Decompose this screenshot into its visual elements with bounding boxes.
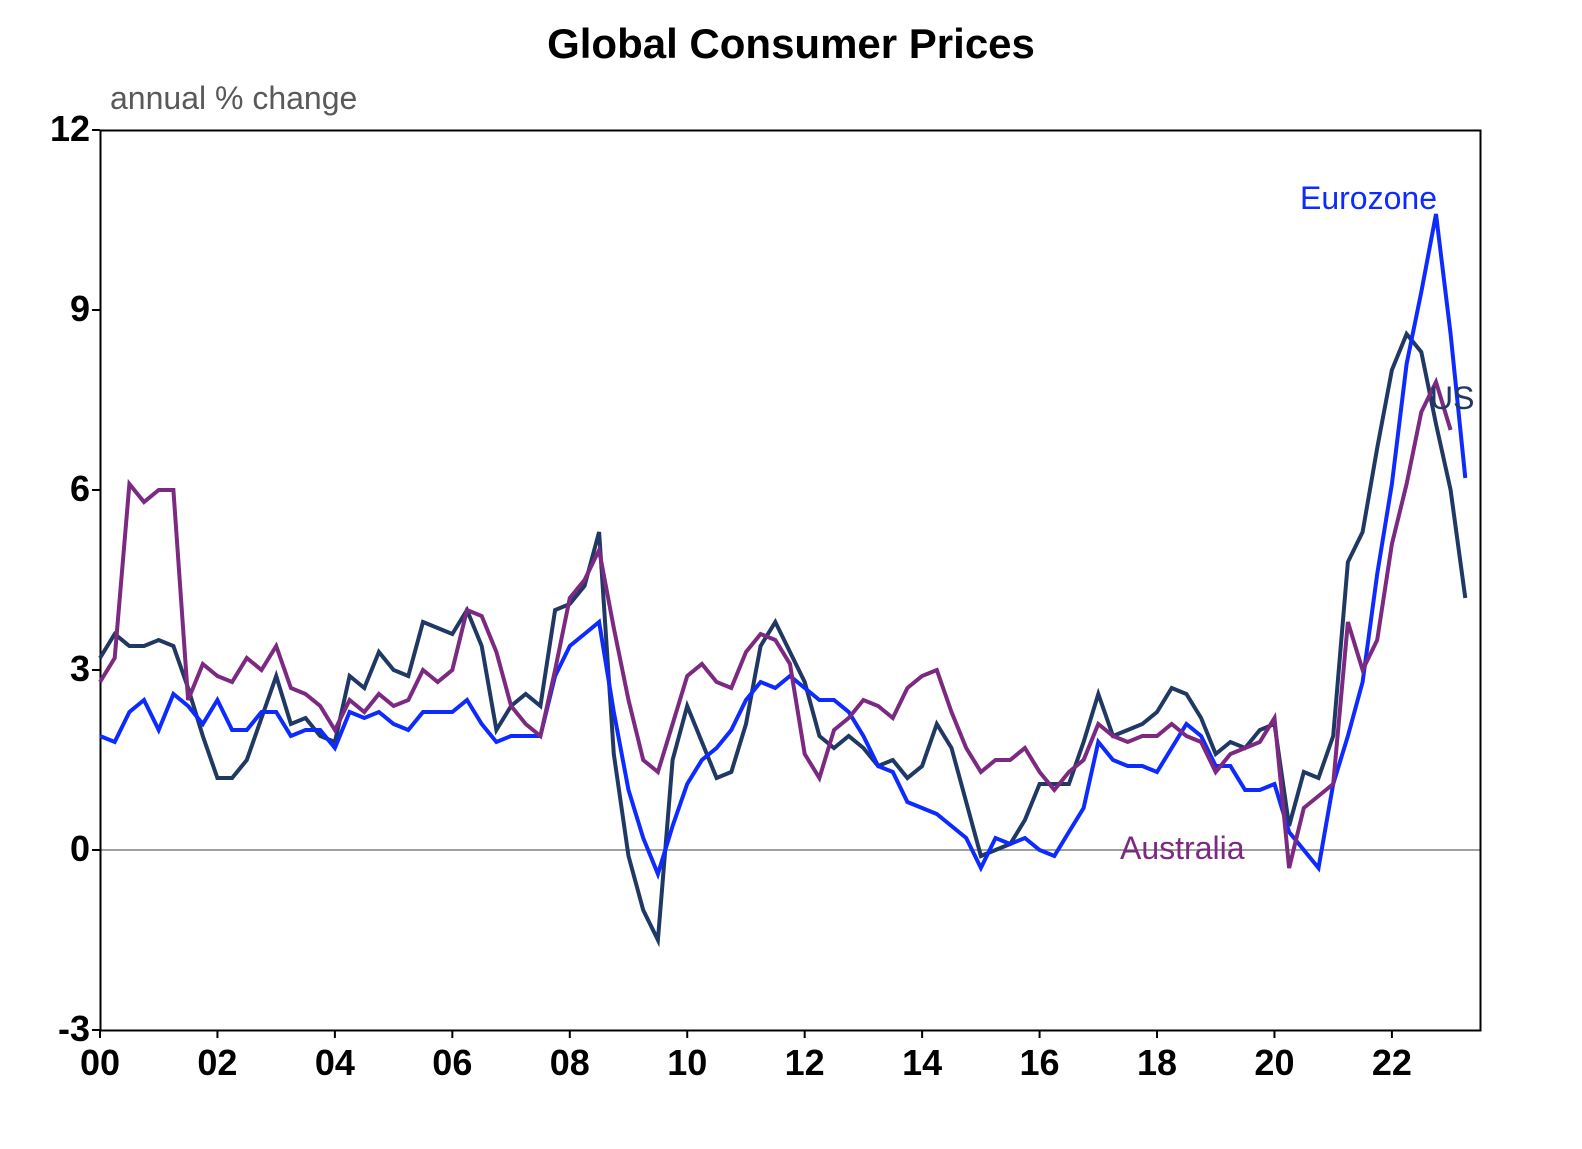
- x-tick-label: 06: [432, 1042, 472, 1084]
- x-tick-label: 16: [1020, 1042, 1060, 1084]
- plot-border: [101, 131, 1481, 1031]
- x-tick-label: 22: [1372, 1042, 1412, 1084]
- x-tick-label: 00: [80, 1042, 120, 1084]
- series-label-eurozone: Eurozone: [1300, 180, 1437, 217]
- y-tick-label: 3: [20, 648, 90, 690]
- y-tick-label: 12: [20, 108, 90, 150]
- y-tick-label: 6: [20, 468, 90, 510]
- x-tick-label: 20: [1254, 1042, 1294, 1084]
- y-tick-label: 9: [20, 288, 90, 330]
- chart-plot: [100, 130, 1482, 1032]
- series-label-us: US: [1430, 380, 1474, 417]
- x-tick-label: 18: [1137, 1042, 1177, 1084]
- series-line-eurozone: [100, 214, 1465, 874]
- series-line-us: [100, 334, 1465, 940]
- chart-container: Global Consumer Prices annual % change -…: [0, 0, 1582, 1149]
- y-tick-label: 0: [20, 828, 90, 870]
- series-label-australia: Australia: [1120, 830, 1245, 867]
- x-tick-label: 14: [902, 1042, 942, 1084]
- x-tick-label: 12: [785, 1042, 825, 1084]
- x-tick-label: 02: [197, 1042, 237, 1084]
- x-tick-label: 04: [315, 1042, 355, 1084]
- x-tick-label: 08: [550, 1042, 590, 1084]
- chart-subtitle: annual % change: [110, 80, 357, 117]
- x-tick-label: 10: [667, 1042, 707, 1084]
- chart-title: Global Consumer Prices: [0, 20, 1582, 68]
